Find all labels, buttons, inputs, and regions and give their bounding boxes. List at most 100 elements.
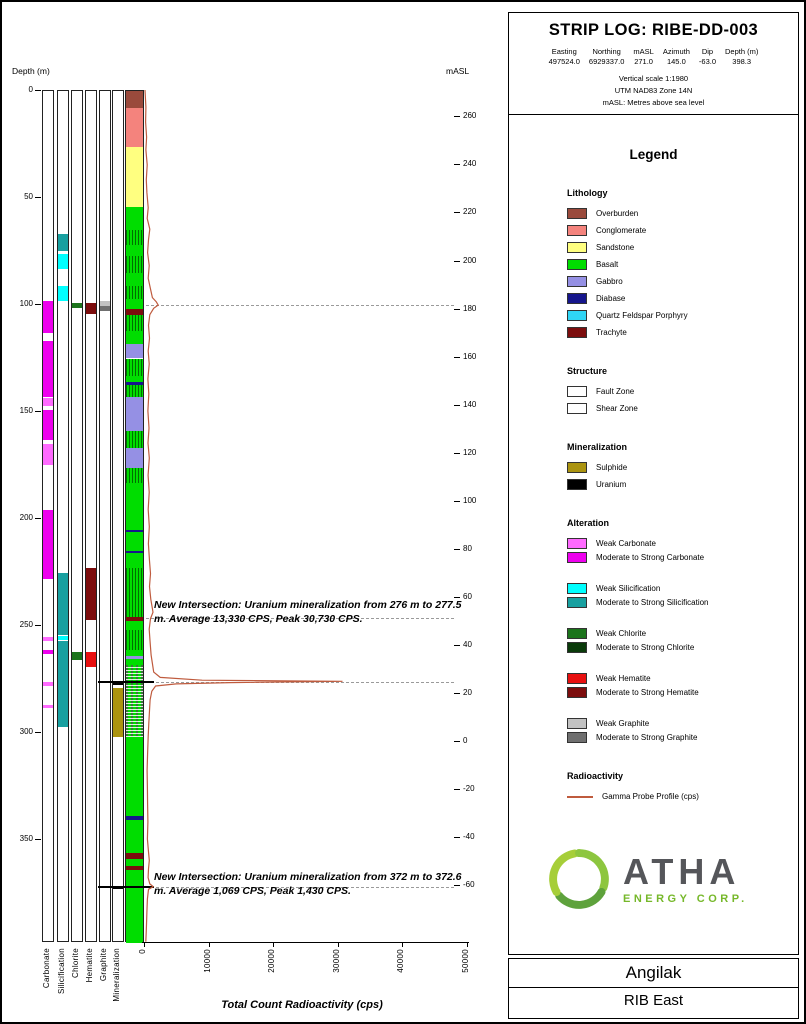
mineralization-interval [113, 887, 123, 889]
track-label-graphite: Graphite [99, 948, 108, 982]
carbonate_weak-swatch [567, 538, 587, 550]
collar-field: Northing 6929337.0 [589, 47, 624, 67]
legend-item: Weak Graphite [567, 717, 798, 730]
legend-item-label: Weak Silicification [596, 584, 661, 594]
masl-tick-label: 0 [463, 735, 468, 745]
scale-note: mASL: Metres above sea level [602, 97, 705, 107]
legend-item: Uranium [567, 478, 798, 491]
masl-tick-label: 240 [463, 159, 477, 169]
conglomerate-swatch [567, 225, 587, 237]
lithology-interval-basalt [126, 330, 143, 344]
collar-field-value: 398.3 [732, 57, 752, 67]
lithology-interval-overburden [126, 91, 143, 109]
logo-tagline: ENERGY CORP. [623, 892, 748, 905]
legend-section-title: Radioactivity [567, 771, 624, 782]
legend-item-label: Gamma Probe Profile (cps) [602, 792, 699, 802]
masl-tick [454, 692, 460, 694]
lithology-interval-gabbro [126, 448, 143, 468]
legend-section-lithology: Lithology Overburden Conglomerate Sandstone… [567, 188, 798, 339]
intersection-annotation: New Intersection: Uranium mineralization… [154, 599, 462, 625]
lithology-interval-trachyte [126, 865, 143, 870]
masl-tick-label: -20 [463, 783, 475, 793]
logo-text: ATHA ENERGY CORP. [623, 853, 748, 905]
cps-tick [144, 942, 145, 948]
lithology-interval-trachyte [126, 309, 143, 315]
lithology-interval-basalt [126, 568, 143, 618]
lithology-interval-basalt [126, 375, 143, 383]
lithology-interval-basalt [126, 431, 143, 449]
scale-note: Vertical scale 1:1980 [618, 74, 689, 84]
track-label-carbonate: Carbonate [42, 948, 51, 989]
masl-tick [454, 116, 460, 118]
legend-item-label: Moderate to Strong Graphite [596, 733, 698, 743]
silicification-interval [58, 572, 68, 635]
carbonate-interval [43, 649, 53, 654]
cps-tick-label: 40000 [396, 949, 406, 974]
legend-item: Weak Chlorite [567, 627, 798, 640]
masl-tick [454, 836, 460, 838]
legend-title: Legend [629, 147, 678, 163]
collar-field-label: Northing [592, 47, 621, 56]
masl-tick [454, 884, 460, 886]
collar-field-value: -63.0 [698, 57, 717, 67]
depth-tick [35, 304, 41, 305]
chlorite_weak-swatch [567, 628, 587, 640]
masl-tick-label: 60 [463, 591, 472, 601]
legend-item-label: Gabbro [596, 277, 623, 287]
lithology-interval-trachyte [126, 852, 143, 860]
legend-item: Fault Zone [567, 385, 798, 398]
legend-item: Trachyte [567, 326, 798, 339]
lithology-interval-basalt [126, 664, 143, 738]
masl-tick-label: 140 [463, 399, 477, 409]
info-panel: STRIP LOG: RIBE-DD-003 Easting 497524.0 No… [508, 12, 799, 955]
uranium-intersection-marker [98, 681, 154, 684]
masl-tick [454, 356, 460, 358]
legend-section-title: Structure [567, 366, 608, 377]
collar-field-value: 145.0 [666, 57, 686, 67]
lithology-interval-diabase [126, 551, 143, 554]
depth-tick-label: 250 [19, 620, 33, 629]
depth-tick-label: 100 [19, 299, 33, 308]
carbonate-interval [43, 409, 53, 440]
legend: Legend Lithology Overburden Conglomerate Sa… [509, 147, 798, 803]
track-carbonate [42, 90, 54, 943]
carbonate-interval [43, 300, 53, 333]
sandstone-swatch [567, 242, 587, 254]
project-name: Angilak [625, 963, 682, 982]
atha-logo-icon [549, 849, 609, 909]
collar-field-label: Dip [701, 47, 714, 56]
collar-field: Dip -63.0 [699, 47, 716, 67]
masl-tick-label: 260 [463, 111, 477, 121]
collar-field: mASL 271.0 [633, 47, 653, 67]
depth-tick [35, 732, 41, 733]
masl-tick [454, 788, 460, 790]
masl-tick-label: 80 [463, 543, 472, 553]
legend-item: Moderate to Strong Hematite [567, 686, 798, 699]
lithology-interval-basalt [126, 467, 143, 483]
masl-tick-label: 100 [463, 495, 477, 505]
shear-zone-swatch [567, 403, 587, 415]
legend-section-mineralization: Mineralization Sulphide Uranium [567, 442, 798, 491]
legend-item-label: Moderate to Strong Silicification [596, 598, 709, 608]
track-silicification [57, 90, 69, 943]
lithology-interval-basalt [126, 358, 143, 376]
panel-header: STRIP LOG: RIBE-DD-003 Easting 497524.0 No… [509, 13, 798, 116]
legend-section-structure: Structure Fault Zone Shear Zone [567, 366, 798, 415]
depth-tick [35, 839, 41, 840]
legend-item-label: Moderate to Strong Carbonate [596, 553, 705, 563]
carbonate-interval [43, 681, 53, 686]
legend-item-label: Trachyte [596, 328, 627, 338]
scale-note: UTM NAD83 Zone 14N [614, 85, 693, 95]
depth-tick-label: 150 [19, 406, 33, 415]
strip-log-title: STRIP LOG: RIBE-DD-003 [548, 21, 759, 39]
graphite_weak-swatch [567, 718, 587, 730]
carbonate-interval [43, 510, 53, 579]
track-graphite [99, 90, 111, 943]
lithology-interval-basalt [126, 553, 143, 569]
legend-item-label: Weak Chlorite [596, 629, 647, 639]
legend-item: Weak Silicification [567, 582, 798, 595]
legend-item: Weak Carbonate [567, 537, 798, 550]
legend-item: Gabbro [567, 275, 798, 288]
lithology-interval-basalt [126, 206, 143, 231]
